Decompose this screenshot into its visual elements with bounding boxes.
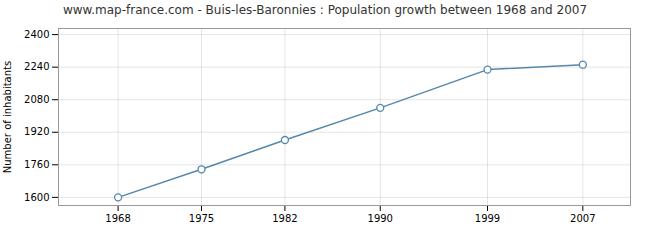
svg-text:2007: 2007: [570, 213, 595, 224]
svg-text:1920: 1920: [24, 126, 49, 137]
svg-text:1975: 1975: [189, 213, 214, 224]
svg-text:2080: 2080: [24, 94, 49, 105]
svg-text:2400: 2400: [24, 29, 49, 40]
svg-text:Number of inhabitants: Number of inhabitants: [2, 61, 13, 173]
svg-text:1999: 1999: [475, 213, 500, 224]
svg-text:1760: 1760: [24, 159, 49, 170]
svg-text:1968: 1968: [105, 213, 130, 224]
svg-text:1600: 1600: [24, 192, 49, 203]
svg-text:1982: 1982: [272, 213, 297, 224]
html-text:www.map-france.com - Buis-les-: www.map-france.com - Buis-les-Baronnies …: [62, 3, 588, 17]
svg-text:2240: 2240: [24, 61, 49, 72]
svg-text:1990: 1990: [368, 213, 393, 224]
